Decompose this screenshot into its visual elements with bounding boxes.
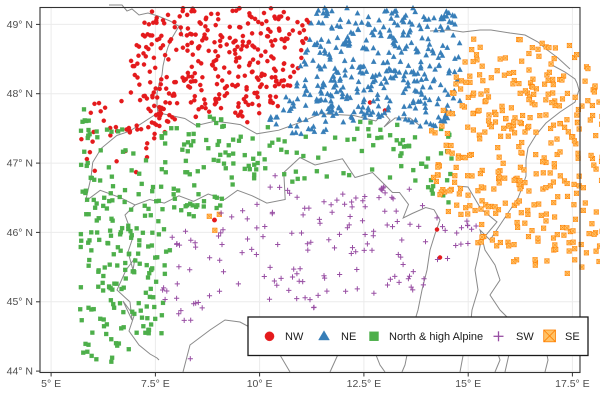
svg-text:7.5° E: 7.5° E — [141, 378, 170, 390]
svg-text:48° N: 48° N — [7, 88, 33, 100]
svg-text:44° N: 44° N — [7, 366, 33, 378]
svg-text:15° E: 15° E — [455, 378, 481, 390]
svg-text:45° N: 45° N — [7, 296, 33, 308]
svg-text:SW: SW — [516, 331, 534, 343]
svg-text:49° N: 49° N — [7, 19, 33, 31]
svg-text:NE: NE — [341, 331, 356, 343]
svg-text:46° N: 46° N — [7, 227, 33, 239]
svg-text:17.5° E: 17.5° E — [555, 378, 590, 390]
svg-text:NW: NW — [285, 331, 304, 343]
svg-text:SE: SE — [565, 331, 580, 343]
svg-text:47° N: 47° N — [7, 158, 33, 170]
svg-text:5° E: 5° E — [41, 378, 61, 390]
svg-text:10° E: 10° E — [247, 378, 273, 390]
svg-text:12.5° E: 12.5° E — [347, 378, 382, 390]
svg-text:North & high Alpine: North & high Alpine — [389, 331, 483, 343]
